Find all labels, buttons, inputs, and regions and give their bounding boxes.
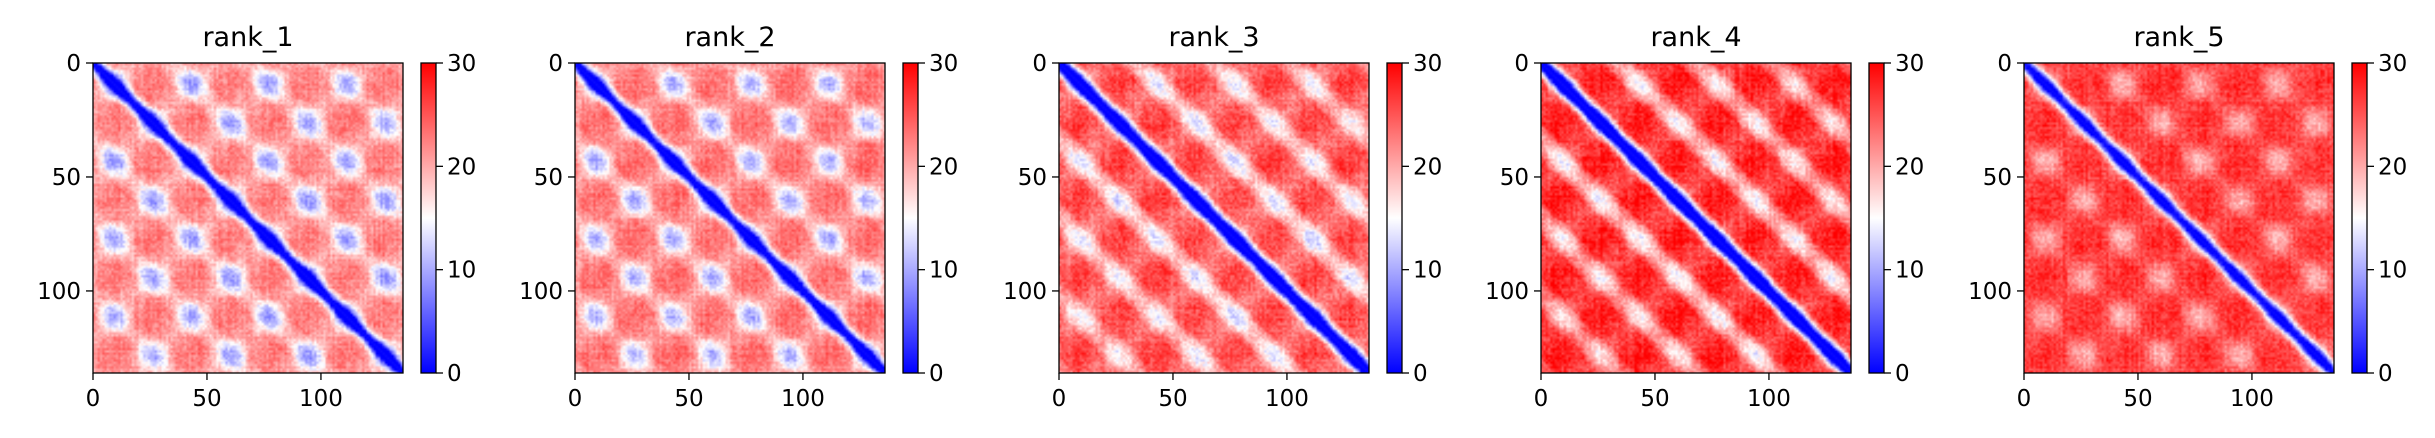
x-tick-label: 0 xyxy=(1534,386,1549,412)
heatmap-image xyxy=(575,63,885,373)
axes-frame xyxy=(574,62,886,374)
colorbar-tick-label: 20 xyxy=(2378,154,2407,180)
y-tick-label: 100 xyxy=(1485,279,1529,305)
heatmap-image xyxy=(93,63,403,373)
y-tick-label: 50 xyxy=(1018,165,1047,191)
x-tick-label: 0 xyxy=(86,386,101,412)
axes-frame xyxy=(92,62,404,374)
x-tick-label: 100 xyxy=(1747,386,1791,412)
panel-rank_1: rank_1 0 50 100 0 50 100 0 10 20 30 xyxy=(37,22,476,412)
y-tick-label: 0 xyxy=(548,51,563,77)
panel-rank_2: rank_2 0 50 100 0 50 100 0 10 20 30 xyxy=(519,22,958,412)
colorbar-tick-label: 20 xyxy=(929,154,958,180)
colorbar-tick-label: 0 xyxy=(1895,361,1910,387)
colorbar-tick-label: 10 xyxy=(1413,258,1442,284)
colorbar xyxy=(420,62,437,374)
x-tick-label: 50 xyxy=(2123,386,2152,412)
colorbar-tick-label: 30 xyxy=(447,51,476,77)
x-tick-label: 0 xyxy=(568,386,583,412)
y-tick-label: 100 xyxy=(1968,279,2012,305)
colorbar xyxy=(1386,62,1403,374)
panel-rank_5: rank_5 0 50 100 0 50 100 0 10 20 30 xyxy=(1968,22,2407,412)
colorbar xyxy=(1868,62,1885,374)
panel-rank_4: rank_4 0 50 100 0 50 100 0 10 20 30 xyxy=(1485,22,1924,412)
y-tick-label: 50 xyxy=(1983,165,2012,191)
y-tick-label: 0 xyxy=(1032,51,1047,77)
panel-title: rank_1 xyxy=(202,22,293,53)
axes-frame xyxy=(2023,62,2335,374)
colorbar-tick-label: 30 xyxy=(1895,51,1924,77)
y-tick-label: 0 xyxy=(1997,51,2012,77)
x-tick-label: 50 xyxy=(192,386,221,412)
colorbar-tick-label: 20 xyxy=(447,154,476,180)
y-tick-label: 100 xyxy=(1003,279,1047,305)
colorbar-tick-label: 10 xyxy=(1895,258,1924,284)
panel-title: rank_5 xyxy=(2133,22,2224,53)
panel-rank_3: rank_3 0 50 100 0 50 100 0 10 20 30 xyxy=(1003,22,1442,412)
colorbar-tick-label: 0 xyxy=(2378,361,2393,387)
panel-title: rank_2 xyxy=(684,22,775,53)
colorbar xyxy=(902,62,919,374)
heatmap-image xyxy=(1059,63,1369,373)
colorbar-tick-label: 30 xyxy=(929,51,958,77)
y-tick-label: 0 xyxy=(1514,51,1529,77)
y-tick-label: 100 xyxy=(519,279,563,305)
y-tick-label: 50 xyxy=(1500,165,1529,191)
x-tick-label: 100 xyxy=(781,386,825,412)
x-tick-label: 0 xyxy=(1052,386,1067,412)
colorbar xyxy=(2351,62,2368,374)
y-tick-label: 50 xyxy=(534,165,563,191)
x-tick-label: 0 xyxy=(2017,386,2032,412)
x-tick-label: 100 xyxy=(1265,386,1309,412)
x-tick-label: 50 xyxy=(1158,386,1187,412)
axes-frame xyxy=(1540,62,1852,374)
colorbar-tick-label: 0 xyxy=(929,361,944,387)
colorbar-tick-label: 30 xyxy=(2378,51,2407,77)
colorbar-tick-label: 10 xyxy=(929,258,958,284)
heatmap-image xyxy=(2024,63,2334,373)
y-tick-label: 0 xyxy=(66,51,81,77)
panel-title: rank_3 xyxy=(1168,22,1259,53)
y-tick-label: 100 xyxy=(37,279,81,305)
x-tick-label: 50 xyxy=(674,386,703,412)
x-tick-label: 100 xyxy=(2230,386,2274,412)
heatmap-image xyxy=(1541,63,1851,373)
colorbar-tick-label: 0 xyxy=(1413,361,1428,387)
colorbar-tick-label: 10 xyxy=(2378,258,2407,284)
colorbar-tick-label: 30 xyxy=(1413,51,1442,77)
y-tick-label: 50 xyxy=(52,165,81,191)
axes-frame xyxy=(1058,62,1370,374)
colorbar-tick-label: 10 xyxy=(447,258,476,284)
x-tick-label: 100 xyxy=(299,386,343,412)
panel-title: rank_4 xyxy=(1650,22,1741,53)
colorbar-tick-label: 20 xyxy=(1895,154,1924,180)
colorbar-tick-label: 0 xyxy=(447,361,462,387)
x-tick-label: 50 xyxy=(1640,386,1669,412)
colorbar-tick-label: 20 xyxy=(1413,154,1442,180)
